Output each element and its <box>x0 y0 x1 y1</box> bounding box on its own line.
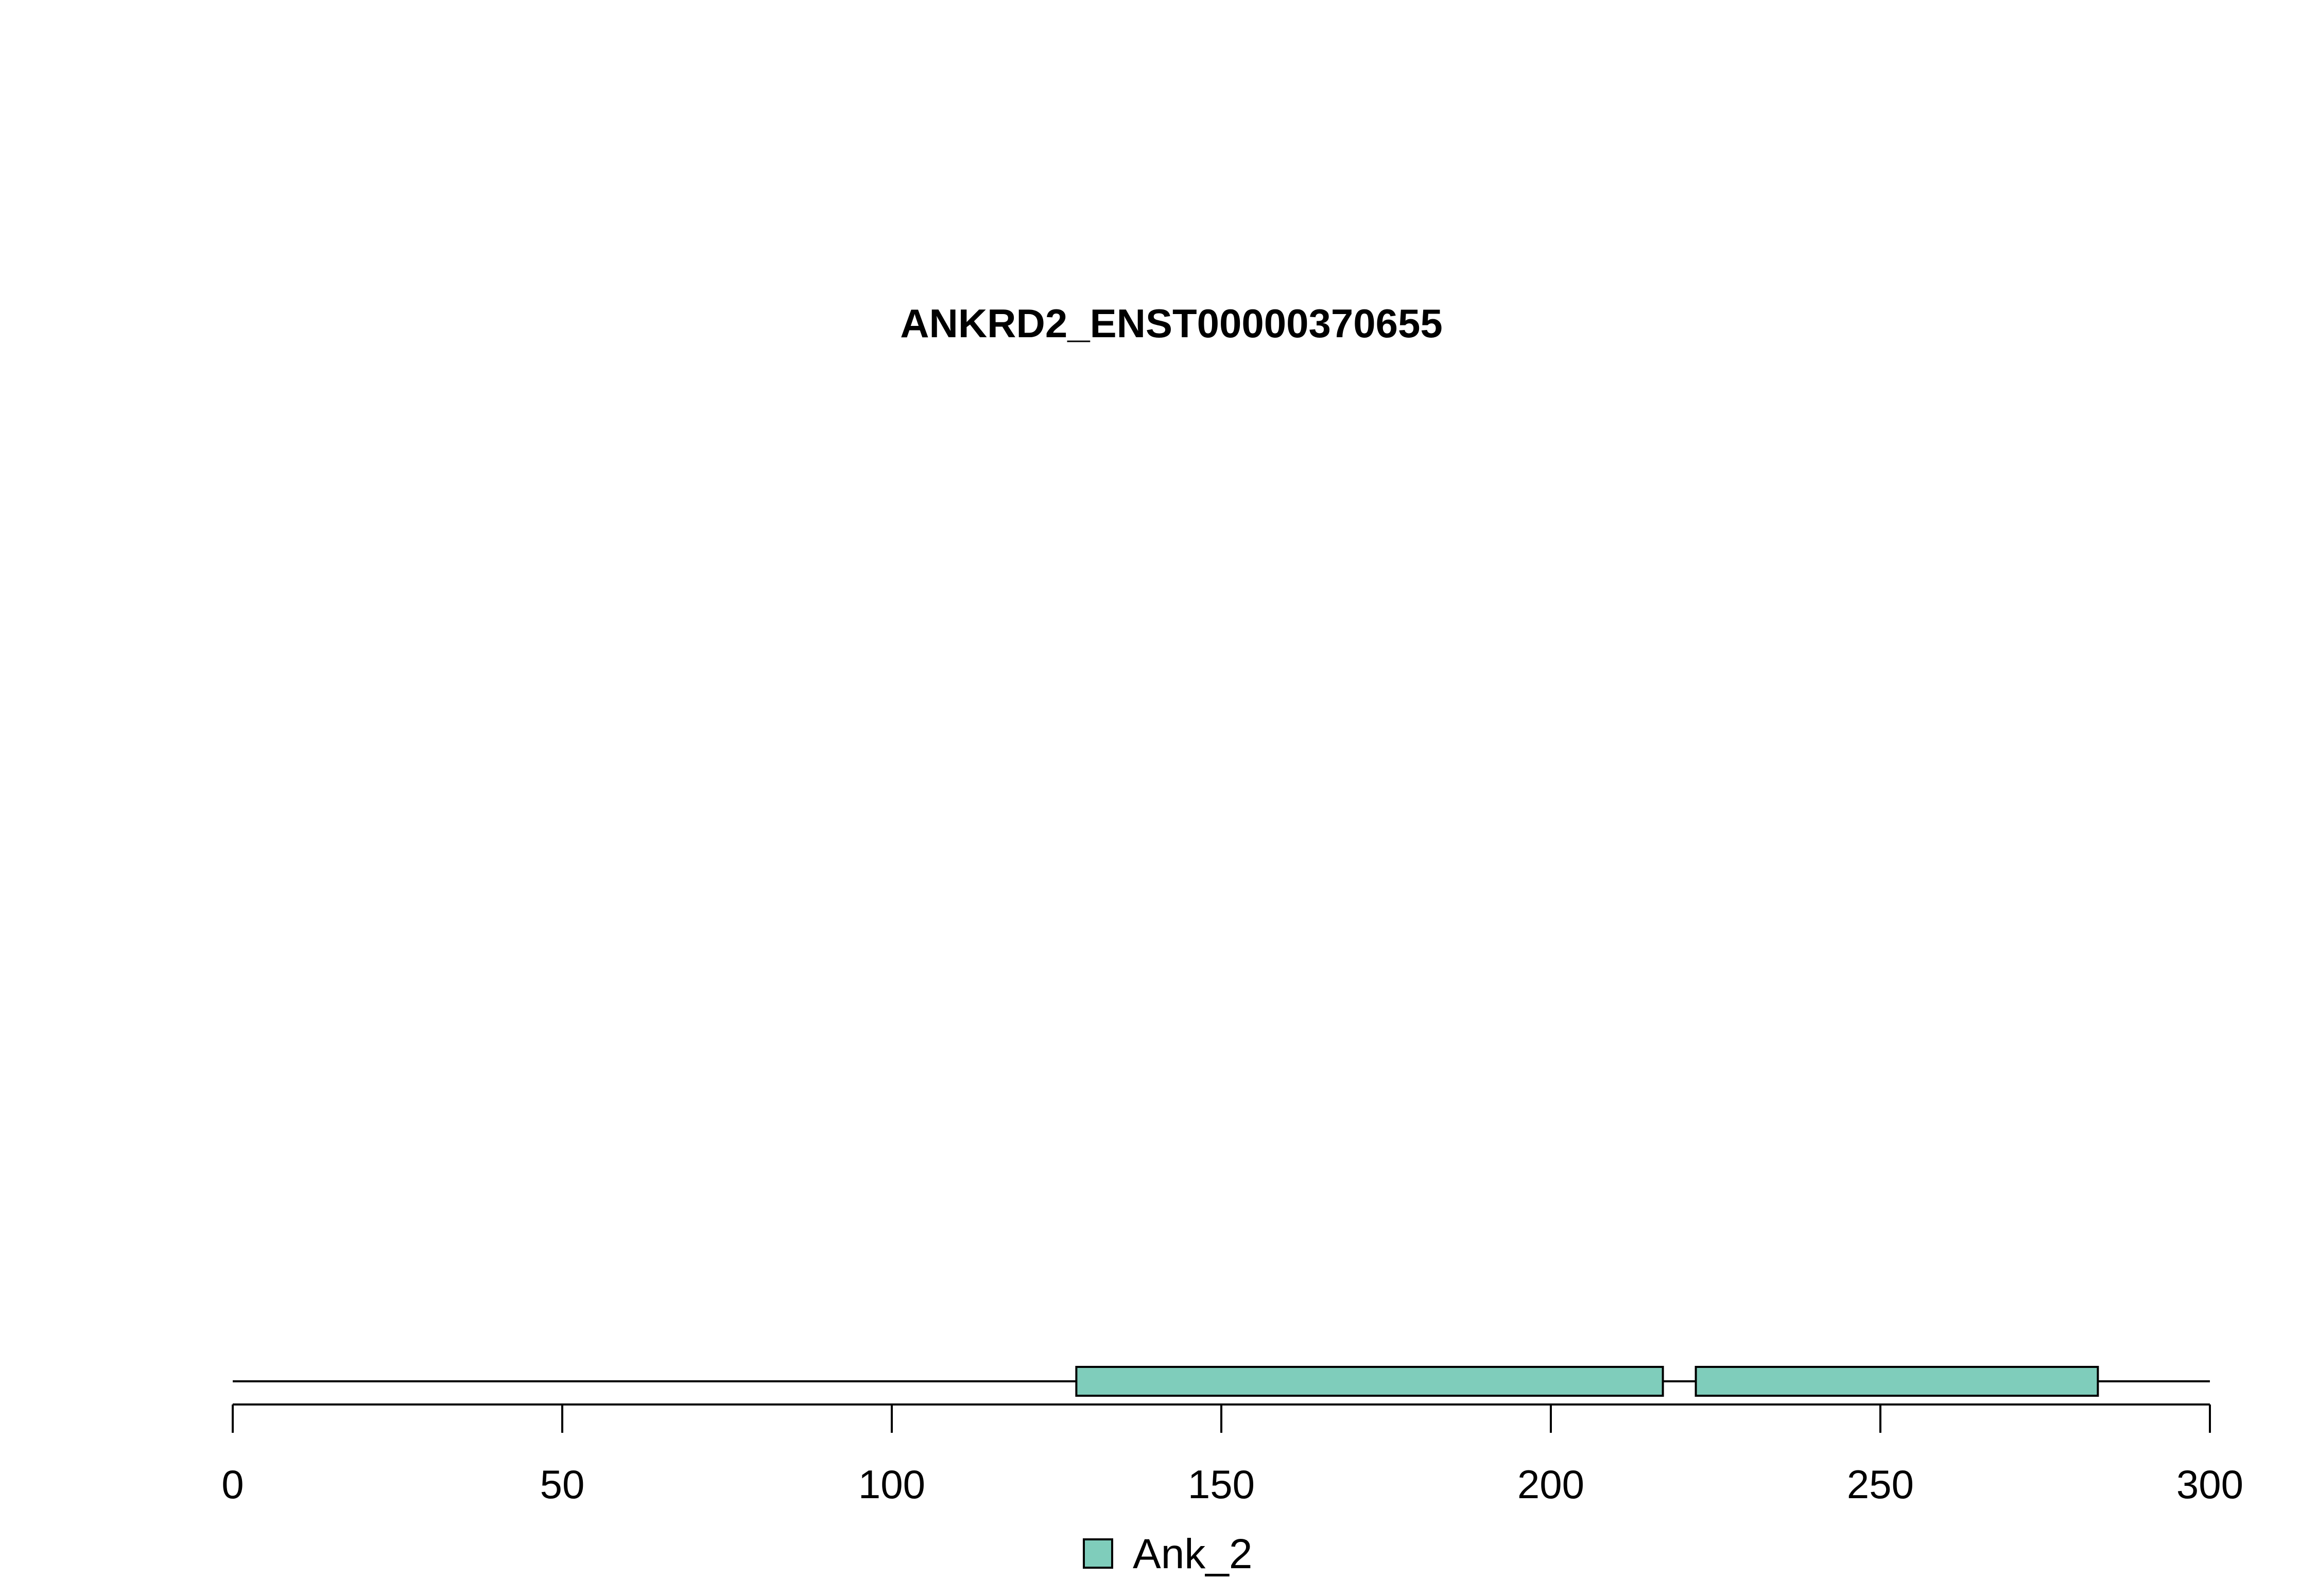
x-tick-label: 150 <box>1188 1462 1255 1507</box>
x-axis-ticks: 0 50 100 150 200 250 300 <box>221 1404 2243 1507</box>
x-tick-label: 50 <box>540 1462 585 1507</box>
legend-swatch <box>1083 1538 1113 1569</box>
legend: Ank_2 <box>1083 1531 1253 1577</box>
x-tick-label: 300 <box>2176 1462 2243 1507</box>
x-tick-label: 250 <box>1847 1462 1914 1507</box>
x-tick-label: 0 <box>221 1462 244 1507</box>
legend-label: Ank_2 <box>1133 1531 1253 1577</box>
domain-box-2 <box>1694 1366 2099 1397</box>
x-tick-label: 100 <box>858 1462 925 1507</box>
domains-layer <box>1075 1366 2099 1397</box>
x-tick-label: 200 <box>1517 1462 1584 1507</box>
chart-title: ANKRD2_ENST00000370655 <box>900 301 1443 346</box>
domain-box-1 <box>1075 1366 1664 1397</box>
